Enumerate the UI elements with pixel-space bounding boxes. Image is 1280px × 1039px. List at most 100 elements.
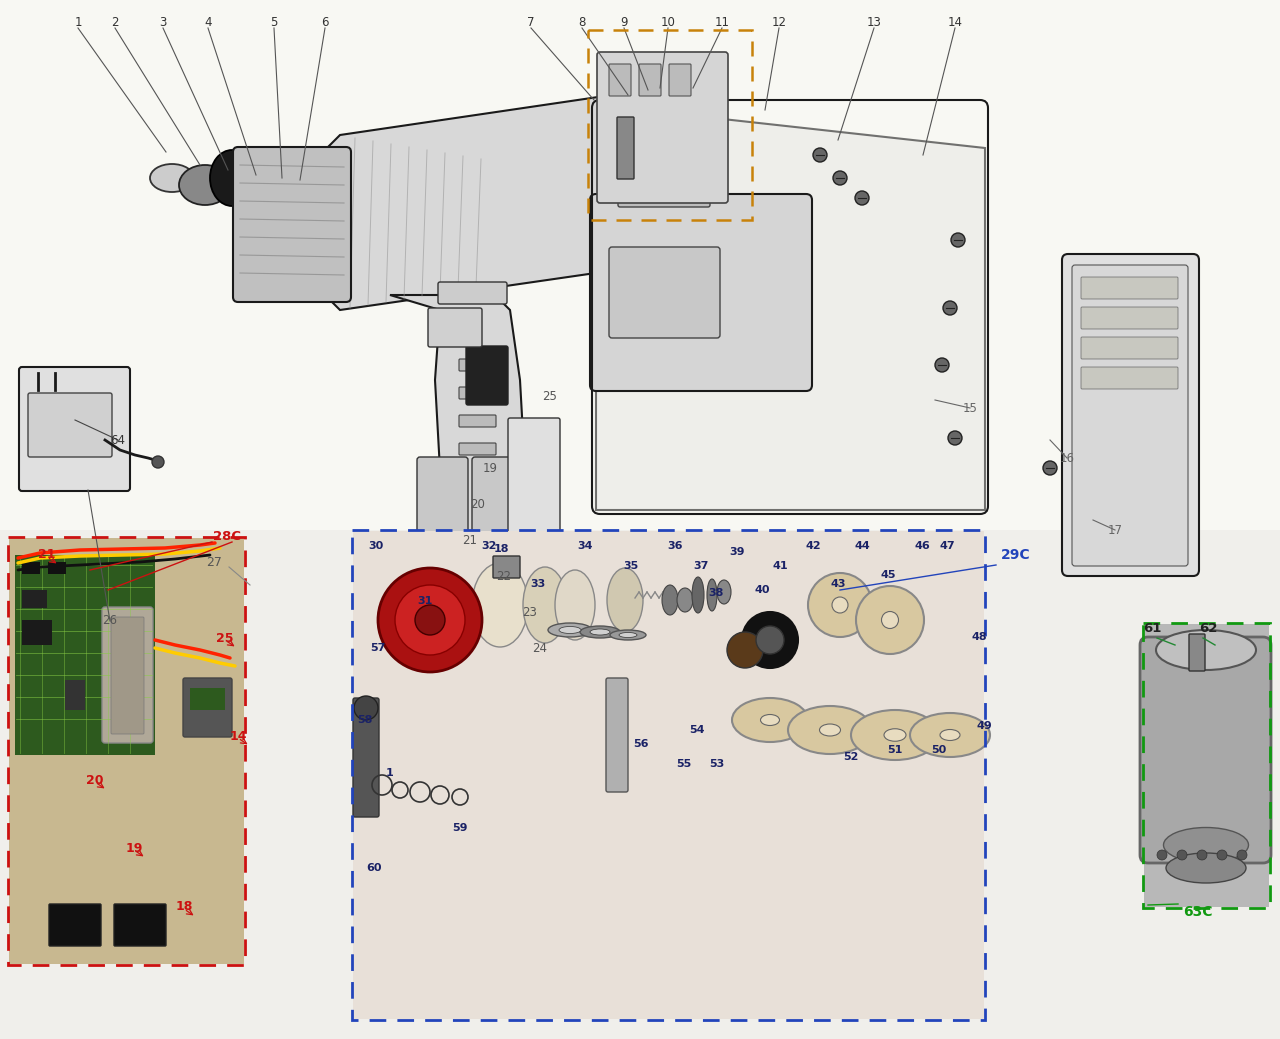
Bar bbox=[15, 555, 155, 755]
Bar bbox=[8, 537, 244, 965]
Text: 63C: 63C bbox=[1183, 905, 1212, 920]
Text: 4: 4 bbox=[205, 16, 211, 28]
Circle shape bbox=[727, 632, 763, 668]
Text: 20: 20 bbox=[471, 498, 485, 510]
Text: 25: 25 bbox=[216, 632, 234, 644]
Circle shape bbox=[855, 191, 869, 205]
FancyBboxPatch shape bbox=[605, 678, 628, 792]
Ellipse shape bbox=[1166, 853, 1245, 883]
Text: 59: 59 bbox=[452, 823, 467, 833]
FancyBboxPatch shape bbox=[1062, 254, 1199, 576]
Text: 6: 6 bbox=[321, 16, 329, 28]
Circle shape bbox=[1043, 461, 1057, 475]
Circle shape bbox=[396, 585, 465, 655]
Bar bbox=[353, 531, 984, 1019]
FancyBboxPatch shape bbox=[428, 308, 483, 347]
FancyBboxPatch shape bbox=[1189, 634, 1204, 671]
FancyBboxPatch shape bbox=[28, 393, 113, 457]
Circle shape bbox=[378, 568, 483, 672]
Bar bbox=[49, 562, 67, 574]
Text: 64: 64 bbox=[110, 433, 125, 447]
Ellipse shape bbox=[150, 164, 195, 192]
Text: 47: 47 bbox=[940, 541, 955, 551]
Text: 55: 55 bbox=[676, 760, 691, 769]
Text: 28C: 28C bbox=[212, 531, 241, 543]
Polygon shape bbox=[320, 82, 719, 310]
Ellipse shape bbox=[910, 713, 989, 757]
Text: 51: 51 bbox=[887, 745, 902, 755]
Text: 45: 45 bbox=[881, 570, 896, 580]
FancyBboxPatch shape bbox=[102, 607, 154, 743]
Ellipse shape bbox=[808, 572, 872, 637]
Ellipse shape bbox=[707, 579, 717, 611]
Text: 19: 19 bbox=[483, 461, 498, 475]
FancyBboxPatch shape bbox=[1073, 265, 1188, 566]
Ellipse shape bbox=[662, 585, 678, 615]
Text: 1: 1 bbox=[74, 16, 82, 28]
FancyBboxPatch shape bbox=[617, 117, 634, 179]
FancyBboxPatch shape bbox=[353, 698, 379, 817]
FancyBboxPatch shape bbox=[609, 64, 631, 96]
FancyBboxPatch shape bbox=[596, 52, 728, 203]
FancyBboxPatch shape bbox=[460, 387, 497, 399]
Bar bbox=[22, 590, 47, 608]
Ellipse shape bbox=[1164, 827, 1248, 862]
FancyBboxPatch shape bbox=[1140, 637, 1271, 863]
Ellipse shape bbox=[732, 698, 808, 742]
FancyBboxPatch shape bbox=[460, 415, 497, 427]
FancyBboxPatch shape bbox=[49, 904, 101, 945]
Ellipse shape bbox=[590, 629, 611, 635]
Text: 5: 5 bbox=[270, 16, 278, 28]
Ellipse shape bbox=[210, 150, 253, 206]
FancyBboxPatch shape bbox=[639, 64, 660, 96]
Text: 40: 40 bbox=[754, 585, 769, 595]
Bar bbox=[1143, 623, 1270, 908]
Text: 54: 54 bbox=[689, 725, 705, 735]
Text: 57: 57 bbox=[370, 643, 385, 652]
Text: 17: 17 bbox=[1107, 524, 1123, 536]
Bar bbox=[0, 0, 1280, 530]
Text: 27: 27 bbox=[206, 556, 221, 568]
Circle shape bbox=[415, 605, 445, 635]
Text: 38: 38 bbox=[708, 588, 723, 598]
Circle shape bbox=[948, 431, 963, 445]
Text: 50: 50 bbox=[932, 745, 947, 755]
Text: 7: 7 bbox=[527, 16, 535, 28]
FancyBboxPatch shape bbox=[367, 557, 582, 658]
FancyBboxPatch shape bbox=[472, 457, 524, 558]
Text: 43: 43 bbox=[831, 579, 846, 589]
Bar bbox=[9, 538, 244, 964]
Circle shape bbox=[943, 301, 957, 315]
FancyBboxPatch shape bbox=[669, 64, 691, 96]
FancyBboxPatch shape bbox=[183, 678, 232, 737]
Ellipse shape bbox=[884, 728, 906, 741]
Text: 33: 33 bbox=[530, 579, 545, 589]
Text: 1: 1 bbox=[387, 768, 394, 778]
Text: 11: 11 bbox=[714, 16, 730, 28]
Text: 46: 46 bbox=[914, 541, 929, 551]
Text: 18: 18 bbox=[493, 544, 508, 554]
Bar bbox=[588, 30, 753, 220]
Ellipse shape bbox=[677, 588, 692, 612]
Text: 56: 56 bbox=[634, 739, 649, 749]
FancyBboxPatch shape bbox=[590, 194, 812, 391]
FancyBboxPatch shape bbox=[1082, 307, 1178, 329]
Ellipse shape bbox=[856, 586, 924, 654]
Circle shape bbox=[833, 171, 847, 185]
Text: 19: 19 bbox=[125, 842, 142, 854]
Text: 13: 13 bbox=[867, 16, 882, 28]
Text: 53: 53 bbox=[709, 760, 724, 769]
Ellipse shape bbox=[559, 627, 581, 634]
FancyBboxPatch shape bbox=[1082, 337, 1178, 359]
Circle shape bbox=[1157, 850, 1167, 860]
Circle shape bbox=[813, 148, 827, 162]
FancyBboxPatch shape bbox=[114, 904, 166, 945]
Ellipse shape bbox=[524, 567, 567, 643]
Ellipse shape bbox=[580, 627, 620, 638]
Text: 62: 62 bbox=[1199, 621, 1217, 635]
Text: 16: 16 bbox=[1060, 452, 1074, 464]
Circle shape bbox=[1178, 850, 1187, 860]
Text: 30: 30 bbox=[369, 541, 384, 551]
Text: 32: 32 bbox=[481, 541, 497, 551]
Bar bbox=[189, 688, 225, 710]
